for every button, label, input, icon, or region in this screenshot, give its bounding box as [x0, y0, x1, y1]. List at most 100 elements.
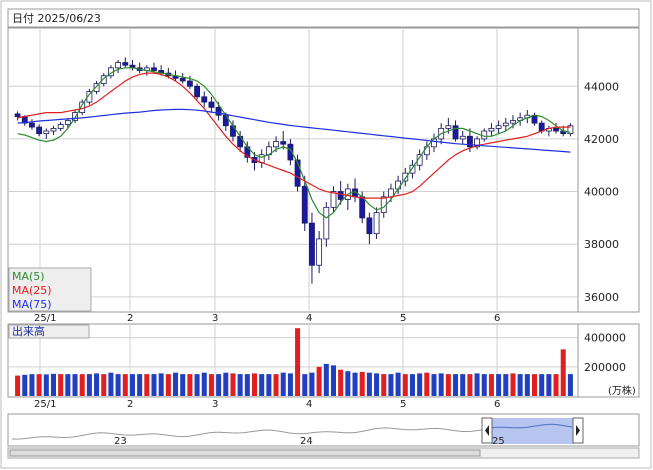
volume-bar [58, 374, 64, 396]
candle-body [115, 62, 122, 69]
volume-bar [546, 374, 552, 396]
volume-bar [316, 366, 322, 396]
candle-body [337, 191, 344, 200]
volume-bar [517, 374, 523, 396]
volume-bar [208, 374, 214, 396]
volume-y-tick: 400000 [584, 332, 626, 345]
price-panel [7, 27, 579, 313]
volume-bar [381, 374, 387, 396]
volume-x-tick: 3 [212, 399, 218, 410]
volume-bar [395, 372, 401, 396]
candle-body [330, 191, 337, 208]
volume-x-tick: 4 [306, 399, 312, 410]
volume-bar [36, 374, 42, 396]
candle-body [423, 146, 430, 156]
chevron-right-icon [576, 425, 580, 436]
price-x-tick: 5 [400, 313, 406, 324]
volume-bar [424, 372, 430, 396]
volume-y-tick: 200000 [584, 361, 626, 374]
volume-bar [309, 372, 315, 396]
candle-body [309, 222, 315, 266]
chevron-left-icon [485, 425, 489, 436]
volume-bar [65, 374, 71, 396]
scrollbar-thumb[interactable] [9, 449, 481, 457]
volume-bar [532, 374, 538, 396]
volume-bar [187, 374, 193, 396]
candle-body [194, 85, 200, 98]
price-y-tick: 40000 [584, 186, 619, 199]
volume-bar [510, 373, 516, 396]
candle-body [388, 188, 394, 198]
price-grid [9, 29, 577, 311]
volume-bar [266, 374, 272, 396]
volume-bar [122, 374, 128, 396]
volume-bar [108, 372, 114, 396]
candle-body [502, 122, 509, 127]
candle-body [50, 127, 57, 132]
ma5-line [17, 67, 571, 219]
volume-bars [15, 328, 573, 396]
candle-body [553, 127, 559, 132]
volume-bar [144, 374, 150, 396]
candle-body [481, 130, 488, 140]
volume-bar [481, 374, 487, 396]
candle-body [57, 124, 64, 129]
volume-bar [115, 374, 121, 396]
volume-bar [374, 373, 380, 396]
volume-bar [273, 374, 279, 396]
candle-body [287, 143, 294, 161]
volume-bar [94, 373, 100, 396]
volume-x-tick: 2 [127, 399, 133, 410]
candle-body [445, 125, 452, 129]
volume-unit: (万株) [608, 384, 636, 397]
price-x-tick: 6 [494, 313, 500, 324]
volume-bar [402, 374, 408, 396]
volume-bar [165, 374, 171, 396]
candle-body [395, 180, 402, 190]
volume-bar [151, 374, 157, 396]
candle-body [294, 159, 301, 187]
volume-bar [409, 374, 415, 396]
volume-bar [567, 374, 573, 396]
legend-ma5: MA(5) [12, 270, 45, 283]
price-y-tick: 36000 [584, 291, 619, 304]
volume-bar [158, 373, 164, 396]
candle-body [122, 62, 129, 66]
candle-body [373, 212, 380, 235]
volume-bar [101, 374, 107, 396]
volume-bar [15, 375, 21, 396]
volume-x-tick: 6 [494, 399, 500, 410]
candle-body [510, 120, 516, 124]
navigator-label-24: 24 [300, 436, 313, 447]
price-y-tick: 44000 [584, 80, 619, 93]
candle-body [409, 164, 416, 174]
candle-body [488, 127, 495, 132]
volume-bar [524, 374, 530, 396]
volume-bar [496, 374, 502, 396]
candle-body [43, 130, 50, 135]
volume-bar [359, 371, 365, 396]
volume-axis-frame [577, 323, 640, 398]
volume-bar [237, 374, 243, 396]
candle-body [93, 83, 100, 92]
volume-bar [22, 374, 28, 396]
candle-body [466, 135, 473, 148]
navigator-selection[interactable] [491, 418, 574, 444]
candle-body [86, 91, 93, 103]
volume-bar [223, 372, 229, 396]
volume-bar [302, 374, 308, 396]
volume-bar [72, 374, 78, 396]
candle-body [366, 217, 373, 235]
candle-body [72, 112, 78, 121]
volume-bar [474, 373, 480, 396]
legend-ma75: MA(75) [12, 298, 52, 311]
candle-body [201, 96, 208, 103]
volume-bar [539, 374, 545, 396]
price-y-tick: 42000 [584, 133, 619, 146]
price-x-tick-labels: 25/1 2 3 4 5 6 [34, 313, 500, 324]
volume-bar [438, 373, 444, 396]
volume-label-box [8, 324, 90, 339]
candle-body [29, 122, 35, 128]
candle-body [474, 138, 480, 148]
candle-body [316, 238, 323, 266]
